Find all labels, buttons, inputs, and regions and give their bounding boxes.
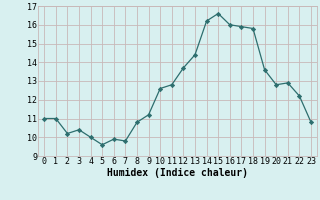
X-axis label: Humidex (Indice chaleur): Humidex (Indice chaleur): [107, 168, 248, 178]
